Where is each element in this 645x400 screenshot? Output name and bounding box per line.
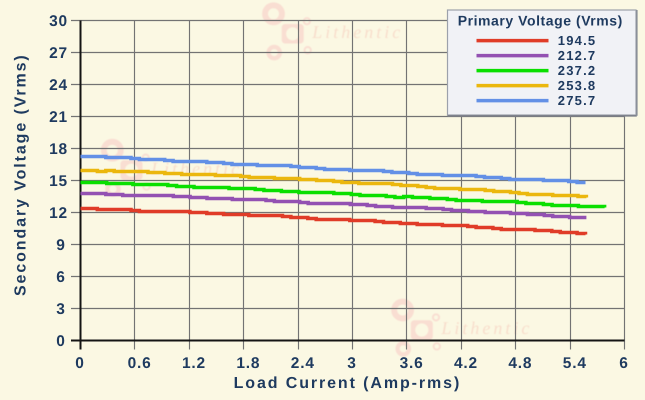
svg-text:253.8: 253.8 xyxy=(558,78,597,93)
svg-text:194.5: 194.5 xyxy=(558,33,597,48)
svg-text:2.4: 2.4 xyxy=(291,355,315,372)
svg-text:1.8: 1.8 xyxy=(236,355,260,372)
svg-text:3: 3 xyxy=(56,301,65,318)
svg-text:Load Current (Amp-rms): Load Current (Amp-rms) xyxy=(234,375,462,392)
svg-text:12: 12 xyxy=(49,205,68,222)
svg-text:15: 15 xyxy=(49,173,68,190)
svg-text:3.6: 3.6 xyxy=(400,355,424,372)
svg-text:275.7: 275.7 xyxy=(558,93,597,108)
svg-text:30: 30 xyxy=(49,13,68,30)
svg-text:6: 6 xyxy=(56,269,65,286)
svg-text:Secondary Voltage (Vrms): Secondary Voltage (Vrms) xyxy=(12,53,29,296)
svg-text:237.2: 237.2 xyxy=(558,63,597,78)
svg-text:Primary Voltage (Vrms): Primary Voltage (Vrms) xyxy=(458,12,623,28)
svg-text:0: 0 xyxy=(56,333,65,350)
svg-text:21: 21 xyxy=(49,109,68,126)
svg-text:18: 18 xyxy=(49,141,68,158)
svg-text:4.8: 4.8 xyxy=(508,355,532,372)
svg-text:4.2: 4.2 xyxy=(454,355,478,372)
svg-text:3: 3 xyxy=(347,355,356,372)
svg-text:6: 6 xyxy=(619,355,628,372)
svg-text:5.4: 5.4 xyxy=(563,355,587,372)
svg-text:0: 0 xyxy=(75,355,84,372)
svg-text:27: 27 xyxy=(49,45,68,62)
svg-text:24: 24 xyxy=(49,77,68,94)
svg-text:9: 9 xyxy=(56,237,65,254)
svg-text:0.6: 0.6 xyxy=(128,355,152,372)
svg-text:212.7: 212.7 xyxy=(558,48,597,63)
svg-text:1.2: 1.2 xyxy=(182,355,206,372)
